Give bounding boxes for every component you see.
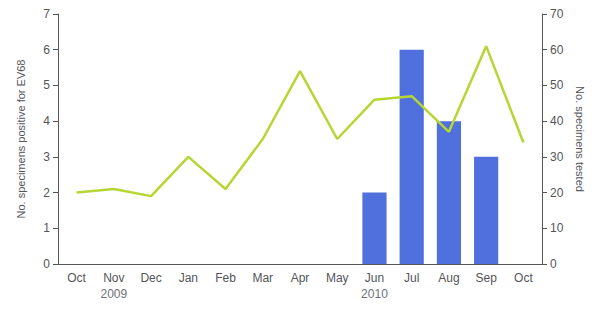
svg-text:0: 0 (43, 257, 50, 271)
svg-text:7: 7 (43, 7, 50, 21)
svg-text:1: 1 (43, 221, 50, 235)
svg-text:40: 40 (550, 114, 564, 128)
svg-text:Oct: Oct (67, 271, 86, 285)
svg-text:Oct: Oct (514, 271, 533, 285)
svg-text:No. specimens positive for EV6: No. specimens positive for EV68 (15, 60, 27, 219)
svg-text:Apr: Apr (291, 271, 310, 285)
svg-text:60: 60 (550, 43, 564, 57)
svg-text:10: 10 (550, 221, 564, 235)
svg-text:70: 70 (550, 7, 564, 21)
svg-text:Aug: Aug (438, 271, 459, 285)
svg-text:Jun: Jun (365, 271, 384, 285)
svg-text:50: 50 (550, 78, 564, 92)
svg-text:Sep: Sep (475, 271, 497, 285)
svg-text:Dec: Dec (140, 271, 161, 285)
svg-text:2010: 2010 (361, 287, 388, 301)
svg-text:0: 0 (550, 257, 557, 271)
svg-text:5: 5 (43, 78, 50, 92)
svg-text:Jul: Jul (404, 271, 419, 285)
svg-text:4: 4 (43, 114, 50, 128)
svg-text:Feb: Feb (215, 271, 236, 285)
svg-text:3: 3 (43, 150, 50, 164)
svg-text:May: May (326, 271, 349, 285)
svg-text:2009: 2009 (100, 287, 127, 301)
svg-text:Jan: Jan (179, 271, 198, 285)
svg-text:Mar: Mar (252, 271, 273, 285)
svg-text:6: 6 (43, 43, 50, 57)
svg-text:No. specimens tested: No. specimens tested (574, 86, 586, 192)
svg-text:20: 20 (550, 186, 564, 200)
svg-text:30: 30 (550, 150, 564, 164)
svg-text:Nov: Nov (103, 271, 124, 285)
svg-text:2: 2 (43, 186, 50, 200)
